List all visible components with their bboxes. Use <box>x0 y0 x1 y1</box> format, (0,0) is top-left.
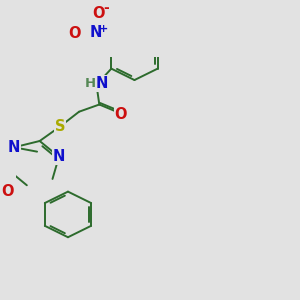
Text: N: N <box>8 140 20 155</box>
Text: N: N <box>90 25 102 40</box>
Text: +: + <box>99 24 108 34</box>
Text: N: N <box>95 76 108 91</box>
Text: O: O <box>68 26 80 41</box>
Text: O: O <box>1 184 14 199</box>
Text: -: - <box>104 1 110 15</box>
Text: O: O <box>115 106 127 122</box>
Text: H: H <box>85 77 96 90</box>
Text: S: S <box>55 119 65 134</box>
Text: O: O <box>92 6 105 21</box>
Text: N: N <box>53 149 65 164</box>
